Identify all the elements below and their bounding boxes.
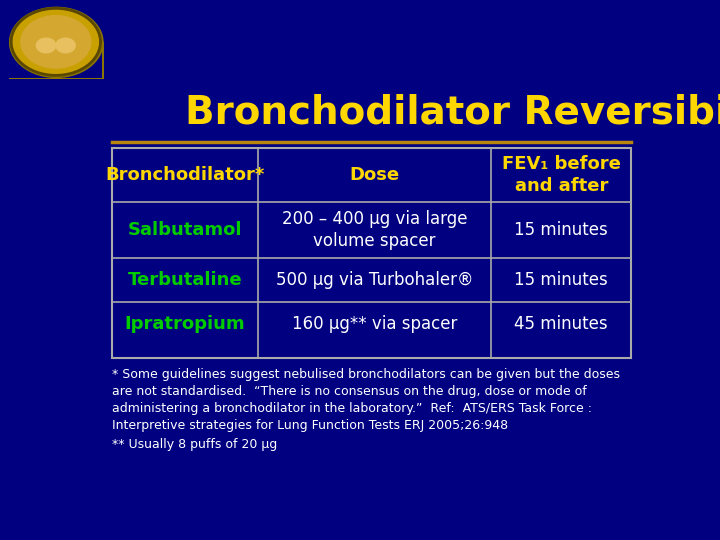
Circle shape [56, 38, 75, 53]
Text: 200 – 400 μg via large
volume spacer: 200 – 400 μg via large volume spacer [282, 210, 467, 250]
Text: Dose: Dose [349, 166, 400, 184]
Circle shape [21, 16, 91, 68]
Text: Salbutamol: Salbutamol [127, 221, 242, 239]
Circle shape [13, 10, 99, 74]
Text: Bronchodilator Reversibility Testing: Bronchodilator Reversibility Testing [185, 94, 720, 132]
Text: 160 μg** via spacer: 160 μg** via spacer [292, 315, 457, 333]
Text: Bronchodilator*: Bronchodilator* [105, 166, 265, 184]
Text: Terbutaline: Terbutaline [127, 271, 243, 289]
Bar [112, 148, 631, 358]
Text: 500 μg via Turbohaler®: 500 μg via Turbohaler® [276, 271, 473, 289]
Circle shape [37, 38, 56, 53]
Text: 15 minutes: 15 minutes [514, 221, 608, 239]
Text: Ipratropium: Ipratropium [125, 315, 246, 333]
Text: 45 minutes: 45 minutes [514, 315, 608, 333]
Text: 15 minutes: 15 minutes [514, 271, 608, 289]
Text: FEV₁ before
and after: FEV₁ before and after [502, 154, 621, 195]
Text: * Some guidelines suggest nebulised bronchodilators can be given but the doses
a: * Some guidelines suggest nebulised bron… [112, 368, 621, 433]
Text: ** Usually 8 puffs of 20 μg: ** Usually 8 puffs of 20 μg [112, 438, 278, 451]
